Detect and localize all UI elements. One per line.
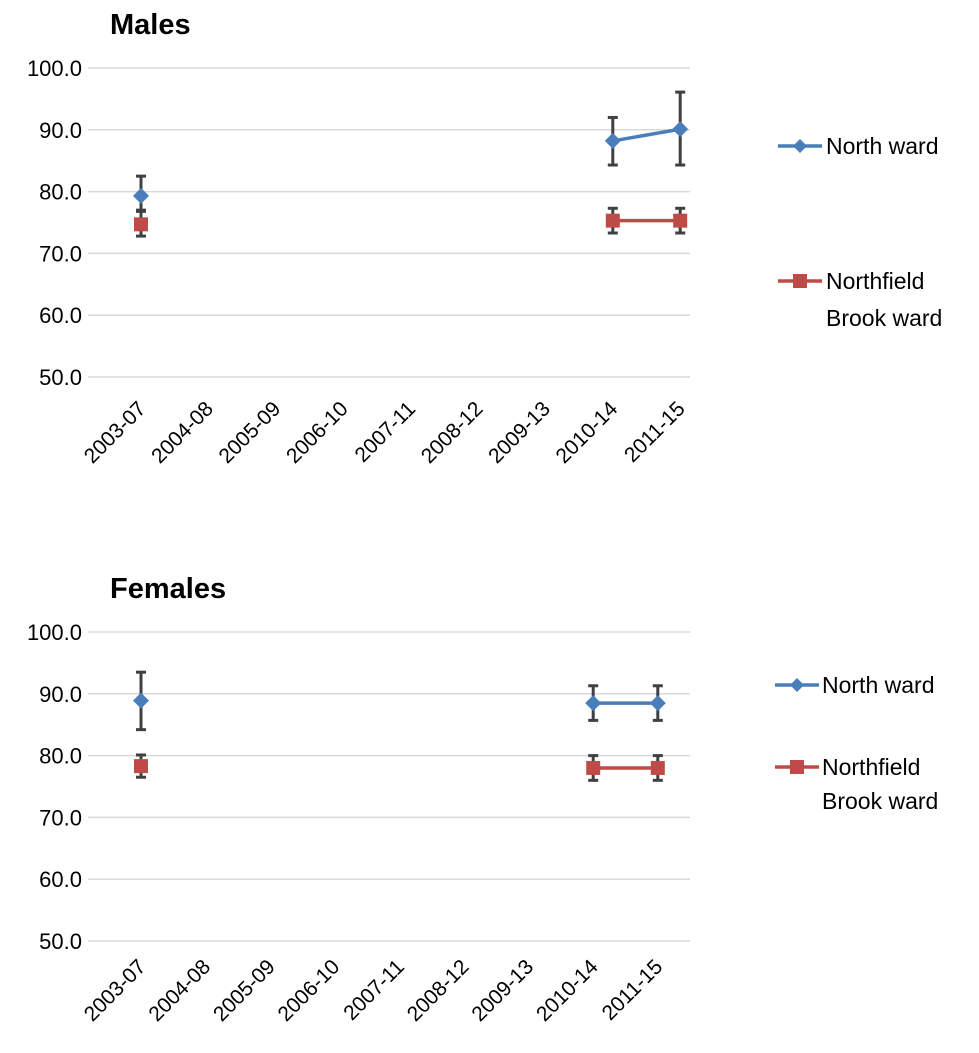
y-tick-label: 70.0 [39, 805, 82, 830]
chart-title: Females [110, 573, 226, 605]
x-tick-label: 2006-10 [274, 955, 345, 1026]
series-northfield-brook-ward [134, 208, 687, 236]
y-tick-label: 50.0 [39, 929, 82, 954]
data-point-square [606, 214, 620, 228]
y-tick-label: 100.0 [27, 620, 82, 645]
y-tick-label: 80.0 [39, 744, 82, 769]
y-tick-label: 90.0 [39, 118, 82, 143]
data-point-diamond [672, 121, 688, 137]
legend-label: Brook ward [826, 305, 942, 331]
data-point-square [673, 214, 687, 228]
data-point-square [134, 217, 148, 231]
x-tick-label: 2011-15 [620, 397, 690, 467]
x-tick-label: 2010-14 [532, 955, 603, 1026]
x-tick-label: 2004-08 [144, 955, 215, 1026]
data-point-diamond [133, 693, 149, 709]
y-tick-label: 50.0 [39, 365, 82, 390]
legend-label: North ward [822, 672, 934, 698]
x-tick-label: 2004-08 [147, 397, 218, 468]
series-north-ward [133, 92, 688, 210]
series-line [613, 129, 680, 141]
legend-marker-square [793, 274, 807, 288]
x-tick-label: 2003-07 [80, 955, 151, 1026]
x-tick-label: 2008-12 [403, 955, 474, 1026]
legend-marker-square [790, 760, 804, 774]
y-tick-label: 60.0 [39, 867, 82, 892]
legend-label: Northfield [826, 268, 924, 294]
females-chart: Females100.090.080.070.060.050.02003-072… [27, 573, 938, 1026]
y-tick-label: 60.0 [39, 303, 82, 328]
data-point-diamond [650, 695, 666, 711]
legend-entry-north-ward: North ward [778, 133, 938, 159]
x-tick-label: 2005-09 [215, 397, 286, 468]
legend-label: North ward [826, 133, 938, 159]
males-chart: Males100.090.080.070.060.050.02003-07200… [27, 9, 942, 468]
series-northfield-brook-ward [134, 755, 665, 780]
legend-marker-diamond [790, 678, 804, 692]
data-point-diamond [585, 695, 601, 711]
data-point-square [586, 761, 600, 775]
x-tick-label: 2011-15 [598, 955, 668, 1025]
legend-entry-northfield-brook-ward: Northfield Brook ward [775, 754, 938, 814]
chart-title: Males [110, 9, 191, 41]
y-tick-label: 100.0 [27, 56, 82, 81]
series-north-ward [133, 672, 666, 729]
x-tick-label: 2010-14 [552, 397, 623, 468]
x-tick-label: 2005-09 [209, 955, 280, 1026]
x-tick-label: 2007-11 [339, 955, 409, 1025]
x-tick-label: 2009-13 [484, 397, 555, 468]
legend-label: Brook ward [822, 788, 938, 814]
legend-label: Northfield [822, 754, 920, 780]
legend-marker-diamond [793, 139, 807, 153]
x-tick-label: 2007-11 [350, 397, 420, 467]
data-point-diamond [605, 133, 621, 149]
legend-entry-northfield-brook-ward: Northfield Brook ward [778, 268, 942, 331]
y-tick-label: 70.0 [39, 241, 82, 266]
data-point-square [134, 759, 148, 773]
legend-entry-north-ward: North ward [775, 672, 934, 698]
y-tick-label: 90.0 [39, 682, 82, 707]
data-point-square [651, 761, 665, 775]
x-tick-label: 2003-07 [80, 397, 151, 468]
x-tick-label: 2009-13 [467, 955, 538, 1026]
y-tick-label: 80.0 [39, 180, 82, 205]
data-point-diamond [133, 188, 149, 204]
x-tick-label: 2008-12 [417, 397, 488, 468]
x-tick-label: 2006-10 [282, 397, 353, 468]
